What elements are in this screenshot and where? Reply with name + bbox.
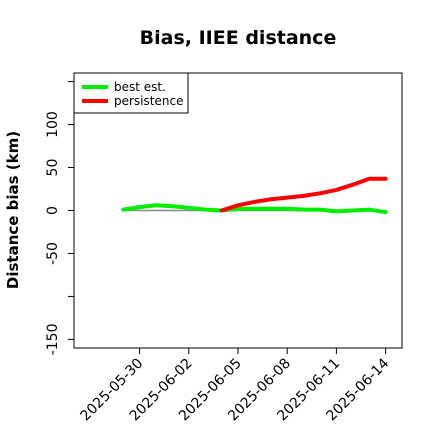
y-tick-label: -150 — [45, 324, 61, 356]
y-tick-label: 50 — [45, 159, 61, 177]
series-line-best-est — [121, 203, 388, 215]
chart-title: Bias, IIEE distance — [140, 27, 337, 49]
series-line-persistence — [219, 176, 388, 213]
legend-box — [73, 72, 189, 114]
legend-label: persistence — [114, 94, 183, 108]
y-tick-label: -50 — [45, 242, 61, 265]
y-axis-label: Distance bias (km) — [4, 131, 22, 289]
y-axis: -150 -50 0 50 100 — [45, 81, 74, 356]
y-tick-label: 100 — [45, 111, 61, 138]
legend: best est.persistence — [73, 72, 189, 114]
series-layer — [121, 176, 388, 215]
x-axis: 2025-05-302025-06-022025-06-052025-06-08… — [78, 348, 392, 424]
legend-label: best est. — [114, 80, 166, 94]
y-tick-label: 0 — [45, 206, 61, 215]
